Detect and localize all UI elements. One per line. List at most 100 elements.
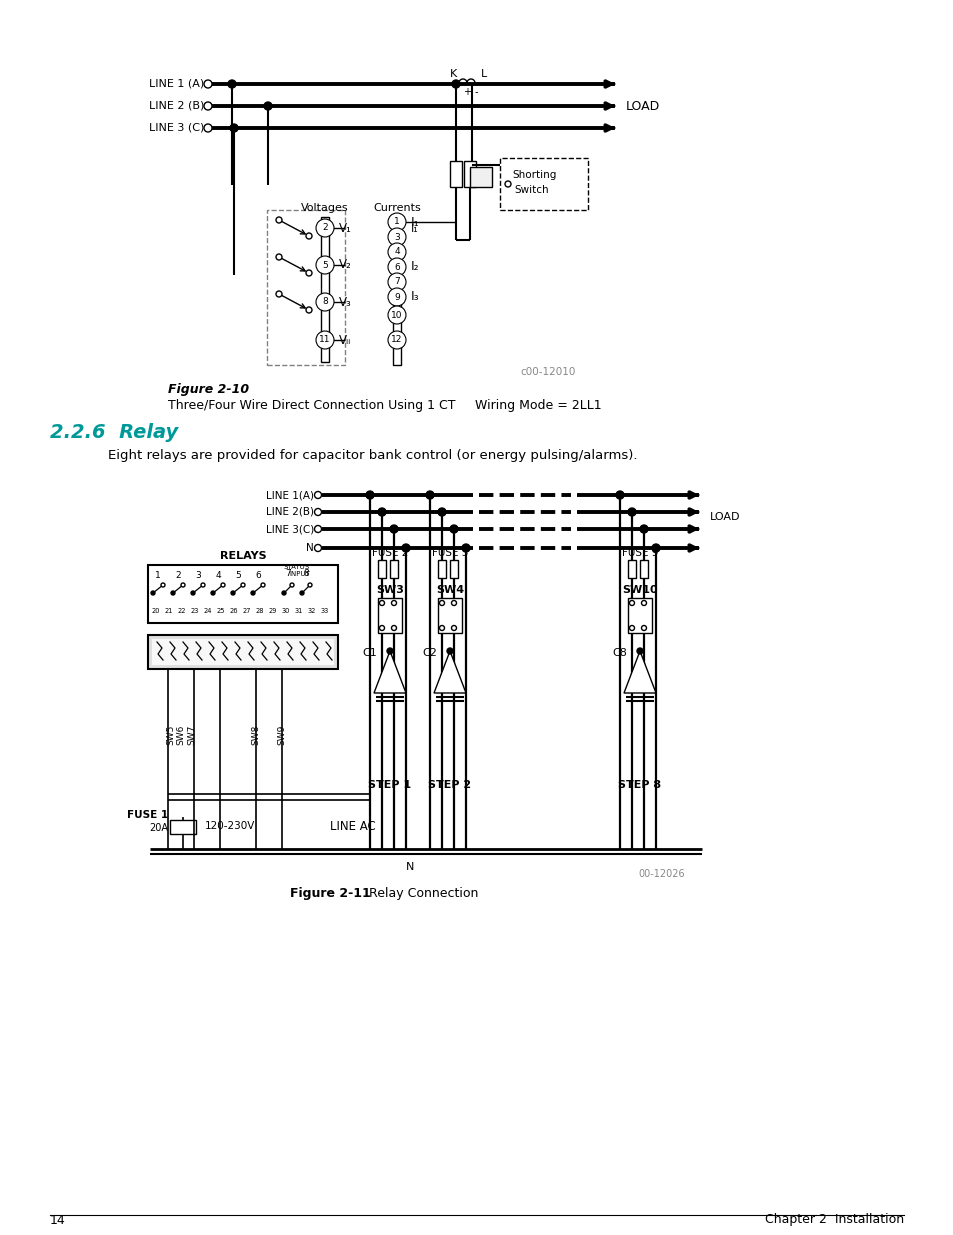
Text: 2.2.6  Relay: 2.2.6 Relay — [50, 422, 178, 441]
Circle shape — [377, 508, 386, 516]
Text: STATUS: STATUS — [284, 564, 310, 571]
Text: 6: 6 — [254, 571, 260, 579]
Circle shape — [211, 592, 214, 595]
Text: 26: 26 — [230, 608, 238, 614]
Circle shape — [388, 258, 406, 275]
Circle shape — [299, 592, 304, 595]
Text: FUSE 1: FUSE 1 — [127, 810, 168, 820]
Text: 23: 23 — [191, 608, 199, 614]
Text: INPUT: INPUT — [289, 571, 310, 577]
Text: STEP 8: STEP 8 — [618, 781, 660, 790]
Text: V₂: V₂ — [338, 258, 352, 272]
Circle shape — [230, 124, 237, 132]
Text: 4: 4 — [394, 247, 399, 257]
Text: LINE 3 (C): LINE 3 (C) — [149, 124, 204, 133]
Circle shape — [388, 331, 406, 350]
Circle shape — [275, 254, 282, 261]
Bar — [437, 559, 446, 578]
Text: Wiring Mode = 2LL1: Wiring Mode = 2LL1 — [475, 399, 601, 412]
Circle shape — [228, 80, 235, 88]
Text: I₂: I₂ — [411, 261, 419, 273]
Text: Vᵢᵢ: Vᵢᵢ — [338, 333, 351, 347]
Bar — [148, 635, 337, 669]
Circle shape — [275, 291, 282, 296]
Bar — [148, 564, 337, 622]
Circle shape — [315, 219, 334, 237]
Circle shape — [314, 509, 321, 515]
Text: 7: 7 — [285, 568, 291, 578]
Text: 20A: 20A — [149, 823, 168, 832]
Text: Three/Four Wire Direct Connection Using 1 CT: Three/Four Wire Direct Connection Using … — [168, 399, 455, 412]
Text: 11: 11 — [319, 336, 331, 345]
Bar — [463, 161, 476, 186]
Text: Switch: Switch — [514, 185, 548, 195]
Text: LINE AC: LINE AC — [330, 820, 375, 832]
Circle shape — [315, 293, 334, 311]
Circle shape — [231, 592, 234, 595]
Circle shape — [450, 525, 457, 534]
Text: SW5
SW6
SW7: SW5 SW6 SW7 — [166, 724, 195, 745]
Circle shape — [439, 625, 444, 631]
Circle shape — [282, 592, 286, 595]
Circle shape — [461, 543, 470, 552]
Circle shape — [437, 508, 446, 516]
Circle shape — [390, 525, 397, 534]
Text: I₃: I₃ — [411, 290, 419, 304]
Circle shape — [388, 288, 406, 306]
Circle shape — [151, 592, 154, 595]
Circle shape — [264, 103, 272, 110]
Circle shape — [629, 600, 634, 605]
Circle shape — [306, 233, 312, 240]
Text: N: N — [306, 543, 314, 553]
Circle shape — [637, 648, 642, 655]
Bar — [639, 559, 647, 578]
Circle shape — [391, 625, 396, 631]
Bar — [320, 217, 329, 362]
Circle shape — [191, 592, 194, 595]
Text: 1: 1 — [155, 571, 161, 579]
Text: C1: C1 — [361, 648, 376, 658]
Text: FUSE 9: FUSE 9 — [621, 548, 658, 558]
Circle shape — [388, 212, 406, 231]
Text: 9: 9 — [394, 293, 399, 301]
Text: Shorting: Shorting — [512, 170, 556, 180]
Text: 6: 6 — [394, 263, 399, 272]
Text: 5: 5 — [234, 571, 240, 579]
Text: V₃: V₃ — [338, 295, 352, 309]
Text: 22: 22 — [177, 608, 186, 614]
Circle shape — [388, 243, 406, 261]
Circle shape — [640, 625, 646, 631]
Circle shape — [306, 308, 312, 312]
Text: V₁: V₁ — [338, 221, 352, 235]
Text: 1: 1 — [394, 217, 399, 226]
Circle shape — [379, 600, 384, 605]
Polygon shape — [374, 651, 406, 693]
Text: Currents: Currents — [373, 203, 420, 212]
Circle shape — [452, 80, 459, 88]
Text: K: K — [450, 69, 456, 79]
Circle shape — [447, 648, 453, 655]
Circle shape — [204, 80, 212, 88]
Text: 7: 7 — [394, 278, 399, 287]
Text: 30: 30 — [281, 608, 290, 614]
Text: SW10: SW10 — [621, 585, 658, 595]
Text: 8: 8 — [303, 568, 309, 578]
Circle shape — [640, 600, 646, 605]
Polygon shape — [623, 651, 656, 693]
Circle shape — [388, 228, 406, 246]
Bar — [377, 559, 386, 578]
Text: 10: 10 — [391, 310, 402, 320]
Text: 3: 3 — [394, 232, 399, 242]
Text: 3: 3 — [195, 571, 201, 579]
Circle shape — [401, 543, 410, 552]
Bar — [390, 559, 397, 578]
Text: SW9: SW9 — [277, 724, 286, 745]
Text: C2: C2 — [421, 648, 436, 658]
Text: 28: 28 — [255, 608, 264, 614]
Circle shape — [315, 256, 334, 274]
Polygon shape — [434, 651, 465, 693]
Text: 27: 27 — [242, 608, 251, 614]
Circle shape — [314, 545, 321, 552]
Text: FUSE 3: FUSE 3 — [432, 548, 468, 558]
Text: STEP 2: STEP 2 — [428, 781, 471, 790]
